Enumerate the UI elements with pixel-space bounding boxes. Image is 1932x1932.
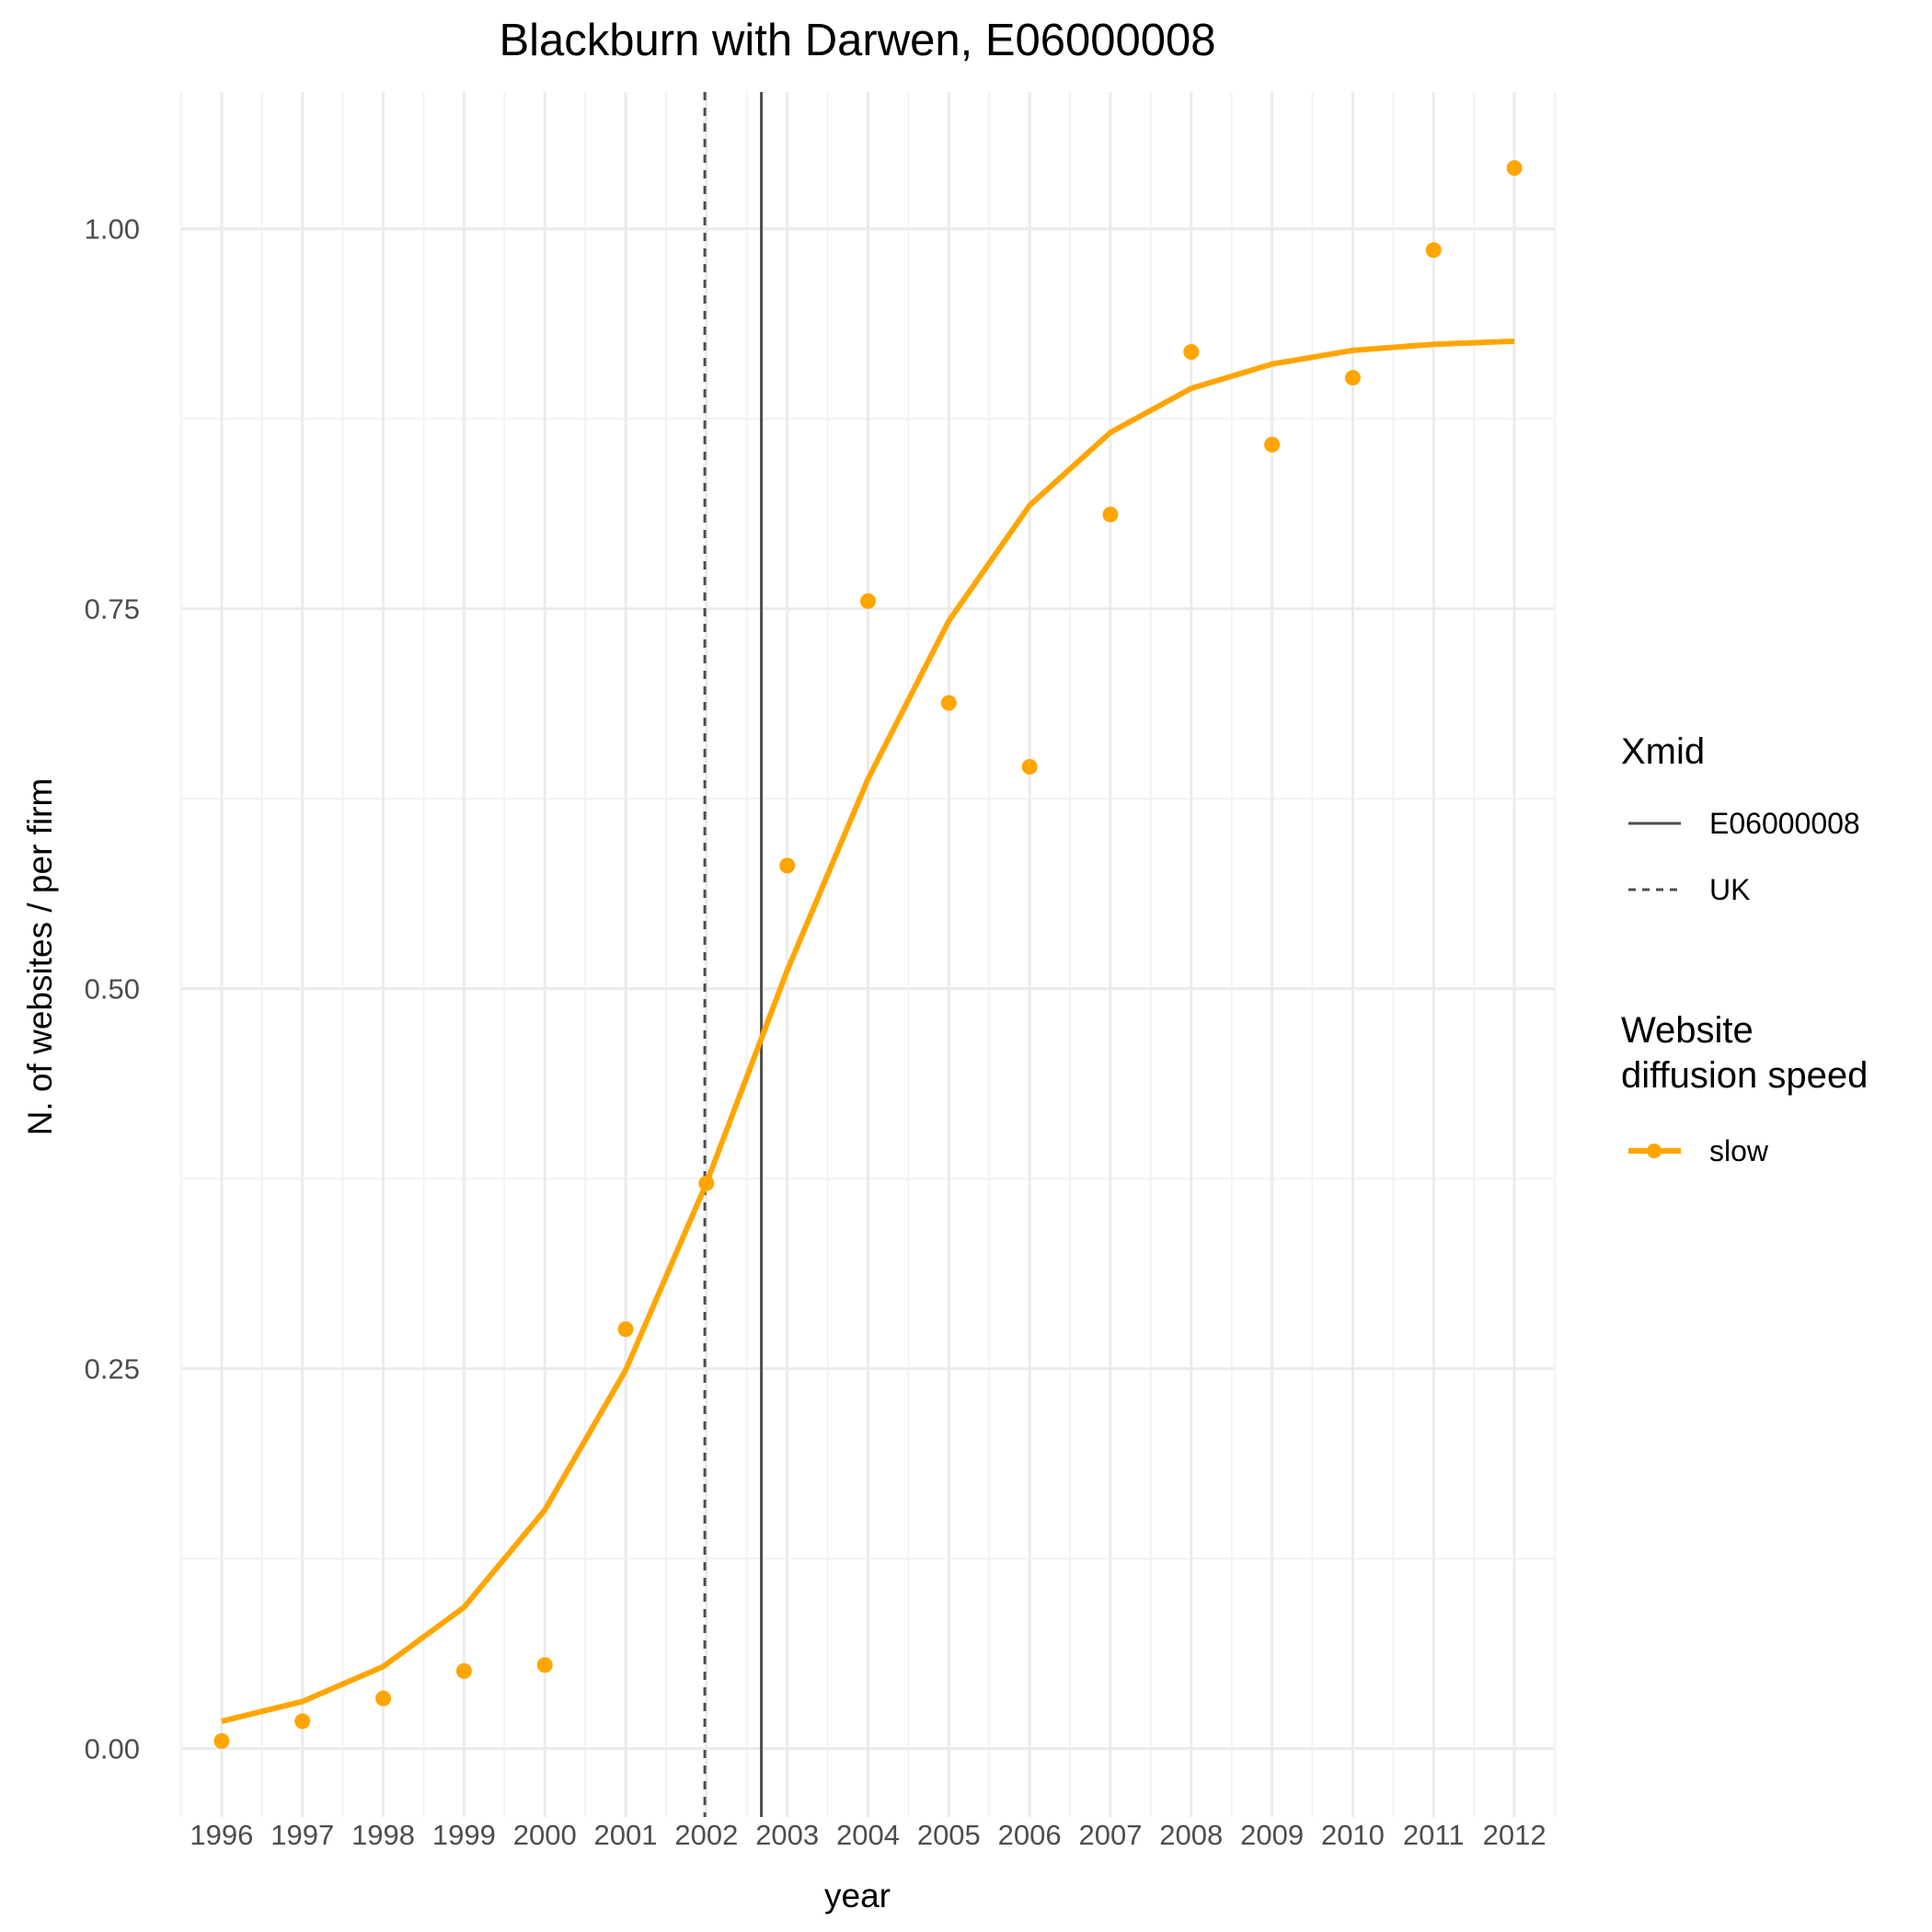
y-tick-label: 0.00: [85, 1733, 140, 1765]
y-tick-label: 0.25: [85, 1353, 140, 1386]
chart-title: Blackburn with Darwen, E06000008: [499, 16, 1215, 65]
data-point-2001: [617, 1321, 634, 1338]
grid: [180, 92, 1556, 1817]
data-point-1996: [213, 1732, 230, 1749]
data-point-2002: [698, 1175, 715, 1191]
legend-item-uk: UK: [1709, 873, 1750, 906]
legend-slow-point-key: [1647, 1144, 1662, 1158]
x-axis-title: year: [824, 1877, 891, 1915]
x-tick-label: 2002: [674, 1819, 738, 1851]
data-point-2009: [1264, 436, 1281, 453]
data-point-2010: [1344, 370, 1361, 386]
series-layer: [213, 160, 1523, 1749]
reference-lines: [703, 92, 764, 1817]
x-tick-label: 2012: [1483, 1819, 1547, 1851]
legend-speed: Website diffusion speed slow: [1621, 1010, 1868, 1167]
y-tick-label: 0.50: [85, 973, 140, 1006]
x-tick-label: 2008: [1159, 1819, 1223, 1851]
data-point-2000: [536, 1657, 553, 1673]
series-line-slow: [221, 338, 1515, 1724]
y-tick-label: 0.75: [85, 593, 140, 626]
x-tick-label: 1997: [270, 1819, 334, 1851]
legend-item-slow: slow: [1709, 1134, 1769, 1167]
y-tick-label: 1.00: [85, 213, 140, 246]
data-point-2008: [1183, 343, 1200, 360]
legend-speed-title-line2: diffusion speed: [1621, 1055, 1868, 1096]
x-axis-ticks: 1996 1997 1998 1999 2000 2001 2002 2003 2004 2005…: [190, 1819, 1546, 1851]
data-point-1997: [294, 1713, 311, 1730]
x-tick-label: 1998: [351, 1819, 415, 1851]
legend-xmid: Xmid E06000008 UK: [1621, 731, 1860, 906]
legend-speed-title-line1: Website: [1621, 1010, 1754, 1051]
data-point-1999: [455, 1662, 472, 1679]
data-point-2003: [779, 857, 796, 874]
data-point-2004: [860, 592, 876, 609]
x-tick-label: 2004: [836, 1819, 900, 1851]
data-point-2006: [1021, 758, 1038, 775]
legend-xmid-title: Xmid: [1621, 731, 1705, 772]
data-point-2005: [940, 695, 957, 711]
data-point-1998: [375, 1690, 392, 1707]
x-tick-label: 2003: [755, 1819, 819, 1851]
x-tick-label: 2007: [1078, 1819, 1142, 1851]
x-tick-label: 2005: [917, 1819, 981, 1851]
data-point-2007: [1102, 506, 1119, 523]
x-tick-label: 2009: [1240, 1819, 1304, 1851]
x-tick-label: 1999: [432, 1819, 496, 1851]
x-tick-label: 1996: [190, 1819, 253, 1851]
y-axis-ticks: 0.00 0.25 0.50 0.75 1.00: [85, 213, 140, 1765]
x-tick-label: 2010: [1321, 1819, 1385, 1851]
data-point-2011: [1425, 242, 1442, 259]
x-tick-label: 2006: [998, 1819, 1062, 1851]
x-tick-label: 2000: [513, 1819, 577, 1851]
y-axis-title: N. of websites / per firm: [21, 778, 59, 1136]
legend-item-e06000008: E06000008: [1709, 807, 1860, 840]
x-tick-label: 2011: [1403, 1819, 1465, 1851]
x-tick-label: 2001: [594, 1819, 658, 1851]
data-point-2012: [1506, 160, 1523, 177]
